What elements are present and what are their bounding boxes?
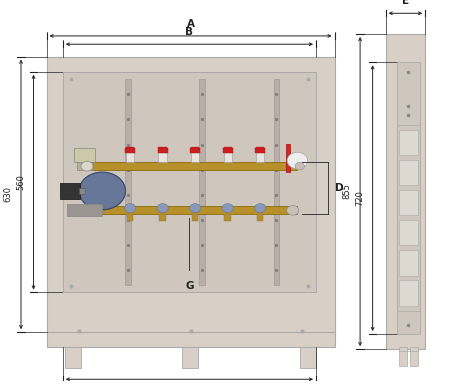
Circle shape (190, 204, 201, 213)
Bar (224, 151, 232, 162)
Bar (125, 148, 135, 153)
Bar (74, 148, 95, 162)
Bar (399, 250, 418, 276)
Bar (224, 147, 232, 149)
Bar (257, 214, 264, 221)
Bar (399, 130, 418, 155)
Bar (67, 204, 102, 216)
Bar (191, 147, 200, 149)
Bar (126, 151, 134, 162)
Bar (399, 220, 418, 245)
Bar (190, 148, 201, 153)
Text: 630: 630 (4, 186, 13, 203)
Bar (410, 347, 418, 366)
Text: G: G (185, 281, 194, 291)
Bar (256, 147, 264, 149)
Bar (399, 347, 407, 366)
Bar (126, 147, 134, 149)
Bar (157, 148, 168, 153)
Bar (63, 72, 316, 293)
Circle shape (79, 172, 126, 210)
Text: B: B (185, 27, 193, 37)
Bar (399, 160, 418, 185)
Bar (84, 162, 297, 170)
Circle shape (287, 152, 308, 169)
Text: 720: 720 (356, 190, 365, 206)
Bar (223, 148, 233, 153)
Bar (397, 62, 419, 334)
Bar (84, 206, 297, 214)
Bar (127, 214, 133, 221)
Bar (158, 147, 167, 149)
Bar (399, 280, 418, 306)
Text: D: D (335, 183, 343, 193)
Bar (399, 190, 418, 215)
Bar (273, 79, 279, 285)
Text: A: A (187, 19, 194, 29)
Bar (61, 182, 80, 199)
Circle shape (125, 204, 136, 213)
Bar (65, 347, 82, 368)
Circle shape (81, 161, 93, 171)
Bar (225, 214, 231, 221)
Bar (79, 188, 85, 194)
Bar (386, 34, 425, 349)
Circle shape (295, 162, 304, 170)
Bar (191, 151, 200, 162)
Bar (256, 151, 264, 162)
Circle shape (222, 204, 233, 213)
Circle shape (255, 204, 266, 213)
Bar (286, 144, 291, 172)
Bar (159, 214, 166, 221)
Circle shape (157, 204, 168, 213)
Bar (125, 79, 131, 285)
Bar (158, 151, 167, 162)
Text: 855: 855 (343, 184, 352, 199)
Bar (46, 311, 335, 347)
Text: 560: 560 (16, 174, 25, 190)
Bar (77, 162, 93, 170)
Text: E: E (402, 0, 409, 7)
Circle shape (287, 206, 299, 215)
Bar (46, 57, 335, 332)
Bar (300, 347, 316, 368)
Bar (255, 148, 265, 153)
Bar (182, 347, 199, 368)
Bar (192, 214, 199, 221)
Bar (200, 79, 205, 285)
